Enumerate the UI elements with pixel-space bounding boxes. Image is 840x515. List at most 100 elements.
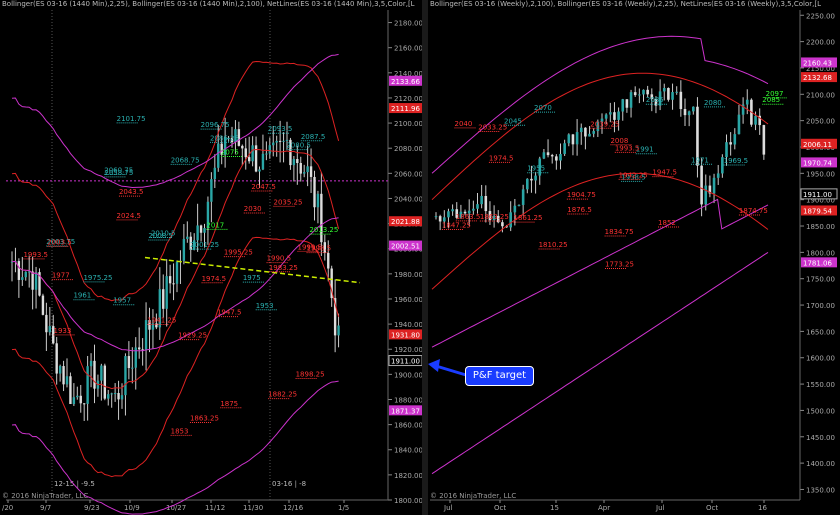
- candle-body: [120, 395, 124, 400]
- x-tick-label: 11/12: [205, 504, 225, 512]
- candle-body: [455, 209, 459, 218]
- y-tick-label: 2150.00: [806, 65, 835, 73]
- candle-body: [296, 159, 299, 163]
- candle-body: [48, 326, 52, 333]
- candle-body: [596, 121, 600, 132]
- daily-cyan-annotation: 1961: [73, 292, 91, 300]
- price-tag: [801, 157, 837, 168]
- x-tick-label: 11/30: [243, 504, 263, 512]
- candle-body: [679, 91, 683, 110]
- daily-green-annotation: 2017: [206, 221, 224, 229]
- y-tick-label: 1800.00: [806, 249, 835, 257]
- candle-body: [609, 112, 612, 115]
- price-tag: [389, 329, 422, 340]
- daily-chart-panel[interactable]: 2180.00 2160.00 2140.00 2120.00 2100.00 2080.…: [0, 0, 422, 515]
- candle-body: [213, 167, 217, 180]
- price-tag-label: 2002.51: [391, 243, 420, 251]
- x-tick-label: 9/23: [84, 504, 100, 512]
- daily-red-annotation: 2047.5: [251, 183, 276, 191]
- price-tag: [388, 355, 422, 367]
- daily-red-annotation: 1999.5: [298, 243, 323, 251]
- weekly-red-annotation: 1810.25: [539, 241, 568, 249]
- y-tick-label: 1820.00: [394, 472, 422, 480]
- candle-body: [282, 140, 285, 142]
- candle-body: [24, 271, 27, 278]
- bb100-mid: [431, 198, 769, 348]
- candle-body: [199, 225, 203, 233]
- x-tick-label: 9/7: [40, 504, 51, 512]
- candle-body: [203, 228, 206, 233]
- daily-red-annotation: 1995.25: [224, 249, 253, 257]
- daily-chart-header: Bollinger(ES 03-16 (1440 Min),2,25), Bol…: [2, 0, 415, 8]
- candle-body: [443, 217, 446, 222]
- candle-body: [316, 193, 320, 208]
- candle-body: [567, 134, 571, 144]
- candle-body: [327, 252, 330, 269]
- candle-body: [642, 89, 645, 95]
- daily-cyan-annotation: 2087.5: [301, 133, 326, 141]
- weekly-chart-svg: 2250.002200.002150.002100.002050.002000.…: [430, 10, 838, 512]
- candle-body: [65, 376, 69, 385]
- candle-body: [189, 236, 192, 250]
- panel-divider[interactable]: [422, 0, 428, 515]
- weekly-chart-panel[interactable]: 2250.002200.002150.002100.002050.002000.…: [428, 0, 840, 515]
- candle-body: [27, 271, 31, 273]
- price-tag-label: 2006.11: [803, 141, 832, 149]
- candle-body: [521, 189, 525, 205]
- daily-red-annotation: 2035.25: [274, 198, 303, 206]
- candle-body: [579, 127, 583, 133]
- weekly-copyright: © 2016 NinjaTrader, LLC: [430, 492, 517, 500]
- candle-body: [434, 216, 438, 218]
- candle-body: [141, 349, 144, 351]
- candle-body: [10, 261, 14, 263]
- candle-body: [708, 185, 712, 194]
- candle-body: [175, 261, 179, 284]
- candle-body: [285, 139, 289, 141]
- x-tick-label: Jul: [655, 504, 665, 512]
- daily-red-annotation: 1941.25: [147, 317, 176, 325]
- candle-body: [103, 365, 107, 399]
- y-tick-label: 1650.00: [806, 328, 835, 336]
- y-tick-label: 2100.00: [394, 120, 422, 128]
- candle-body: [617, 111, 620, 120]
- price-tag: [801, 57, 837, 68]
- y-tick-label: 1500.00: [806, 407, 835, 415]
- price-tag-label: 1931.80: [391, 331, 420, 339]
- bb100-upper: [431, 35, 769, 174]
- candle-body: [650, 94, 654, 99]
- candle-body: [313, 176, 316, 208]
- candle-body: [513, 205, 517, 213]
- daily-cyan-annotation: 2060.75: [104, 166, 133, 174]
- trendline: [144, 256, 361, 284]
- candle-body: [244, 148, 247, 158]
- y-tick-label: 1450.00: [806, 434, 835, 442]
- candle-body: [555, 156, 558, 161]
- session-label: 12-15 | -9.5: [54, 480, 95, 488]
- daily-plot-area: [6, 10, 388, 500]
- daily-red-annotation: 1898.25: [296, 371, 325, 379]
- y-tick-label: 1600.00: [806, 355, 835, 363]
- price-tag: [800, 188, 838, 200]
- x-tick-label: Oct: [494, 504, 506, 512]
- weekly-red-annotation: 1847.25: [442, 221, 471, 229]
- bb25-lower: [11, 236, 340, 478]
- candle-body: [110, 393, 113, 395]
- candle-body: [725, 142, 728, 158]
- y-tick-label: 1850.00: [806, 223, 835, 231]
- daily-cyan-annotation: 2058.75: [104, 169, 133, 177]
- daily-red-annotation: 1933: [54, 327, 72, 335]
- candle-body: [633, 92, 637, 96]
- candle-body: [234, 129, 237, 143]
- candle-body: [712, 177, 716, 194]
- candle-body: [687, 111, 691, 116]
- y-tick-label: 1800.00: [394, 497, 422, 505]
- candle-body: [82, 403, 86, 405]
- candle-body: [144, 320, 148, 350]
- weekly-red-annotation: 1974.5: [489, 154, 514, 162]
- candle-body: [220, 143, 223, 155]
- candle-body: [17, 261, 21, 280]
- weekly-green-annotation: 2097: [766, 90, 784, 98]
- candle-body: [292, 159, 296, 166]
- daily-cyan-annotation: 2068.75: [171, 156, 200, 164]
- candle-body: [662, 88, 666, 92]
